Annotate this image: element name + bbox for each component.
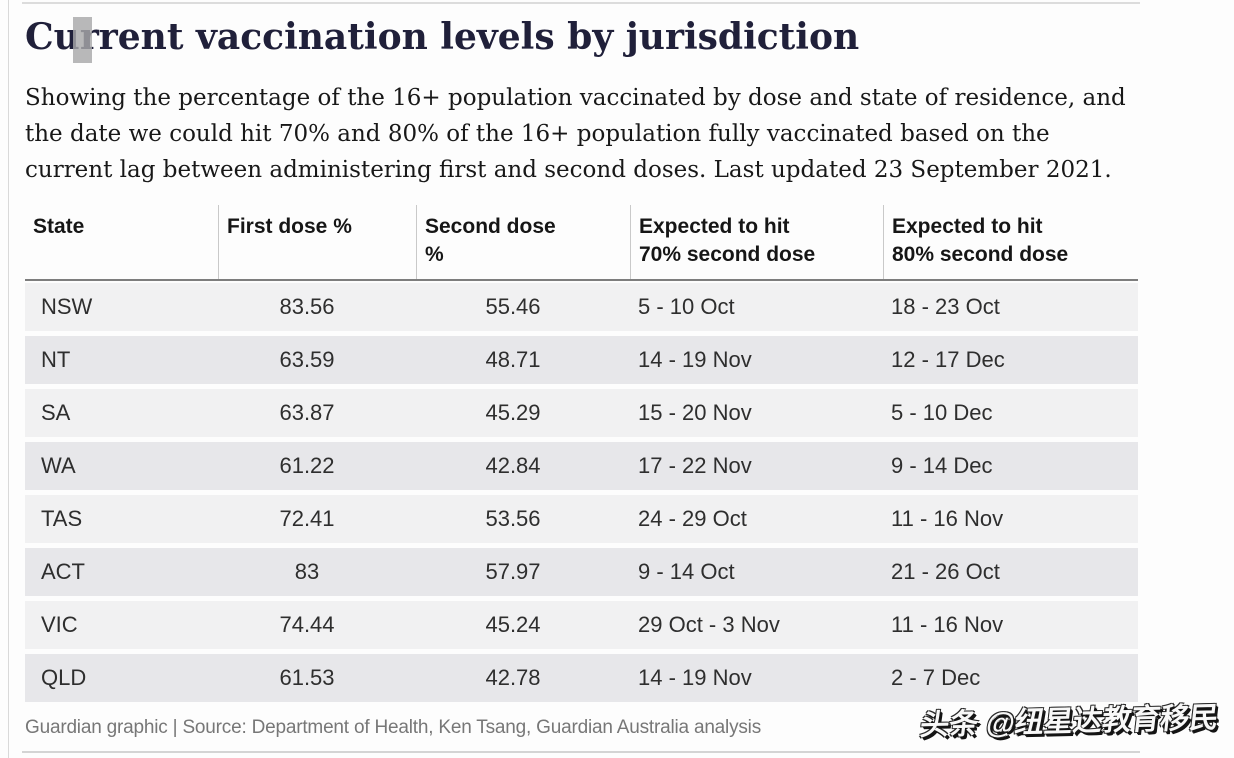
value-cell: 5 - 10 Oct bbox=[638, 294, 735, 319]
table-row: ACT 83 57.97 9 - 14 Oct 21 - 26 Oct bbox=[25, 548, 1138, 596]
bottom-divider-rule bbox=[22, 751, 1140, 753]
value-cell: 83 bbox=[294, 559, 320, 584]
value-cell: 9 - 14 Dec bbox=[891, 453, 993, 478]
value-cell: 61.53 bbox=[279, 665, 335, 690]
value-cell: 45.29 bbox=[485, 400, 541, 425]
table-row: SA 63.87 45.29 15 - 20 Nov 5 - 10 Dec bbox=[25, 389, 1138, 437]
value-cell: 24 - 29 Oct bbox=[638, 506, 747, 531]
column-header-2: Second dose % bbox=[416, 205, 630, 279]
table-row: TAS 72.41 53.56 24 - 29 Oct 11 - 16 Nov bbox=[25, 495, 1138, 543]
value-cell: 17 - 22 Nov bbox=[638, 453, 752, 478]
state-cell: SA bbox=[41, 400, 71, 425]
value-cell: 29 Oct - 3 Nov bbox=[638, 612, 780, 637]
state-cell: ACT bbox=[41, 559, 85, 584]
table-row: VIC 74.44 45.24 29 Oct - 3 Nov 11 - 16 Nov bbox=[25, 601, 1138, 649]
value-cell: 42.78 bbox=[485, 665, 541, 690]
value-cell: 11 - 16 Nov bbox=[891, 506, 1004, 531]
column-header-1: First dose % bbox=[218, 205, 416, 279]
value-cell: 12 - 17 Dec bbox=[891, 347, 1005, 372]
state-cell: WA bbox=[41, 453, 76, 478]
state-cell: QLD bbox=[41, 665, 87, 690]
value-cell: 21 - 26 Oct bbox=[891, 559, 1000, 584]
value-cell: 72.41 bbox=[279, 506, 335, 531]
table-header-row: State First dose % Second dose % Expected t… bbox=[25, 205, 1138, 281]
value-cell: 48.71 bbox=[485, 347, 541, 372]
value-cell: 5 - 10 Dec bbox=[891, 400, 993, 425]
table-row: NSW 83.56 55.46 5 - 10 Oct 18 - 23 Oct bbox=[25, 283, 1138, 331]
value-cell: 11 - 16 Nov bbox=[891, 612, 1004, 637]
window-edge-line bbox=[8, 0, 9, 758]
value-cell: 2 - 7 Dec bbox=[891, 665, 981, 690]
value-cell: 63.59 bbox=[279, 347, 335, 372]
table-row: QLD 61.53 42.78 14 - 19 Nov 2 - 7 Dec bbox=[25, 654, 1138, 702]
column-header-3: Expected to hit 70% second dose bbox=[630, 205, 883, 279]
state-cell: VIC bbox=[41, 612, 78, 637]
chart-subtitle: Showing the percentage of the 16+ popula… bbox=[25, 85, 1126, 183]
value-cell: 63.87 bbox=[279, 400, 335, 425]
top-divider-rule bbox=[22, 2, 1140, 4]
page-title: Current vaccination levels by jurisdicti… bbox=[25, 16, 860, 58]
value-cell: 42.84 bbox=[485, 453, 541, 478]
value-cell: 45.24 bbox=[485, 612, 541, 637]
value-cell: 18 - 23 Oct bbox=[891, 294, 1000, 319]
state-cell: NT bbox=[41, 347, 71, 372]
state-cell: TAS bbox=[41, 506, 83, 531]
value-cell: 14 - 19 Nov bbox=[638, 347, 752, 372]
value-cell: 15 - 20 Nov bbox=[638, 400, 752, 425]
value-cell: 14 - 19 Nov bbox=[638, 665, 752, 690]
vaccination-table: State First dose % Second dose % Expected t… bbox=[25, 205, 1138, 707]
table-body: NSW 83.56 55.46 5 - 10 Oct 18 - 23 Oct NT 63.5… bbox=[25, 283, 1138, 702]
column-header-0: State bbox=[33, 215, 85, 238]
value-cell: 57.97 bbox=[485, 559, 541, 584]
source-credit: Guardian graphic | Source: Department of… bbox=[25, 717, 761, 738]
value-cell: 53.56 bbox=[485, 506, 541, 531]
column-header-4: Expected to hit 80% second dose bbox=[883, 205, 1138, 279]
text-selection-artifact bbox=[73, 17, 92, 63]
value-cell: 61.22 bbox=[279, 453, 335, 478]
table-row: WA 61.22 42.84 17 - 22 Nov 9 - 14 Dec bbox=[25, 442, 1138, 490]
value-cell: 55.46 bbox=[485, 294, 541, 319]
state-cell: NSW bbox=[41, 294, 93, 319]
value-cell: 83.56 bbox=[279, 294, 335, 319]
toutiao-watermark: 头条 @纽星达教育移民 bbox=[917, 702, 1220, 742]
table-row: NT 63.59 48.71 14 - 19 Nov 12 - 17 Dec bbox=[25, 336, 1138, 384]
value-cell: 9 - 14 Oct bbox=[638, 559, 735, 584]
value-cell: 74.44 bbox=[279, 612, 335, 637]
